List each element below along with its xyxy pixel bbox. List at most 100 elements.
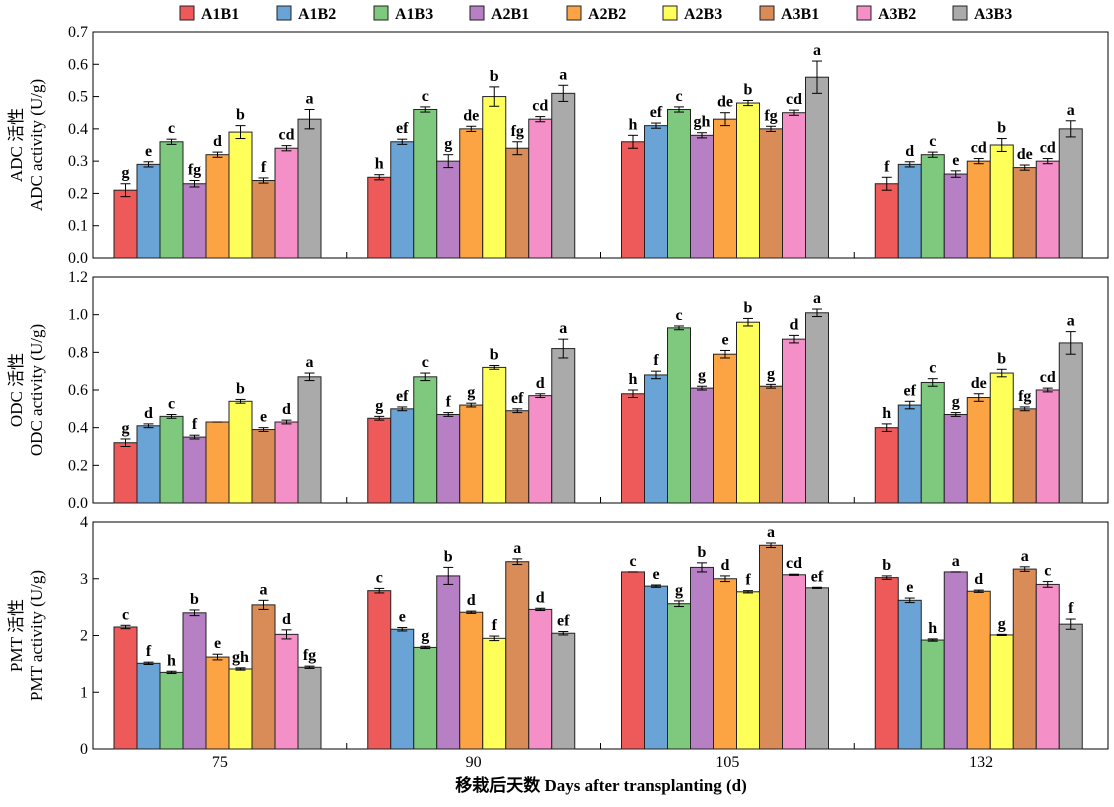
bar-a2b1: [182, 183, 207, 259]
legend-label-a3b1: A3B1: [781, 6, 819, 23]
bar-a3b2: [274, 633, 299, 750]
y-tick-label: 3: [80, 571, 88, 588]
legend-label-a3b2: A3B2: [878, 6, 916, 23]
significance-letter: h: [629, 116, 638, 133]
y-tick-label: 0.8: [68, 344, 88, 361]
significance-letter: a: [306, 354, 314, 371]
significance-letter: a: [260, 581, 268, 598]
significance-letter: fg: [303, 647, 316, 664]
legend-swatch-a3b1: [759, 5, 775, 21]
bar-a1b2: [390, 408, 415, 504]
bar-a3b1: [505, 561, 530, 750]
significance-letter: b: [744, 299, 753, 316]
bar-a2b3: [228, 131, 253, 259]
bar-a1b3: [667, 108, 691, 259]
significance-letter: c: [422, 88, 429, 105]
significance-letter: d: [536, 589, 545, 606]
bar-a3b2: [528, 395, 553, 504]
bar-a2b2: [713, 353, 737, 504]
bar-a1b1: [113, 626, 138, 750]
y-axis-label-cn: PMT 活性: [7, 599, 26, 672]
x-tick-label: 105: [715, 754, 739, 771]
bar-a2b2: [205, 656, 230, 750]
bar-a2b2: [205, 154, 230, 259]
bar-a1b3: [413, 376, 438, 504]
significance-letter: g: [444, 136, 452, 153]
significance-letter: b: [882, 557, 891, 574]
significance-letter: c: [629, 553, 636, 570]
significance-letter: a: [1067, 313, 1075, 330]
y-tick-label: 0.4: [68, 420, 88, 437]
significance-letter: cd: [279, 127, 295, 144]
y-tick-label: 0.6: [68, 56, 88, 73]
legend-label-a1b1: A1B1: [201, 6, 239, 23]
bar-a2b2: [966, 160, 991, 259]
significance-letter: ef: [557, 613, 570, 630]
bar-a3b3: [551, 348, 576, 504]
bar-a1b1: [621, 141, 645, 259]
bar-a2b3: [228, 400, 253, 504]
bar-a2b3: [736, 102, 760, 259]
bar-a1b2: [136, 425, 161, 504]
bar-a2b3: [736, 591, 760, 750]
significance-letter: g: [767, 365, 775, 382]
y-axis-label-en: PMT activity (U/g): [27, 570, 46, 701]
bar-a3b3: [551, 92, 576, 259]
significance-letter: g: [421, 627, 429, 644]
bar-a2b3: [989, 144, 1014, 259]
significance-letter: a: [306, 90, 314, 107]
significance-letter: e: [652, 566, 659, 583]
significance-letter: h: [928, 620, 937, 637]
bar-a3b2: [274, 147, 299, 259]
bar-a3b1: [759, 128, 783, 259]
significance-letter: gh: [232, 649, 249, 666]
bar-a1b2: [136, 662, 161, 750]
significance-letter: a: [559, 320, 567, 337]
legend: A1B1 A1B2 A1B3 A2B1 A2B2 A2B3 A3B1 A3B2 A3B3: [179, 5, 1012, 23]
significance-letter: e: [260, 409, 267, 426]
significance-letter: ef: [396, 388, 409, 405]
significance-letter: b: [490, 68, 499, 85]
bar-a1b1: [874, 577, 899, 750]
legend-swatch-a1b1: [179, 5, 195, 21]
bar-a2b1: [943, 173, 968, 259]
significance-letter: h: [882, 405, 891, 422]
bar-a1b2: [644, 585, 668, 750]
significance-letter: b: [490, 347, 499, 364]
y-tick-label: 0.2: [68, 457, 88, 474]
significance-letter: e: [145, 143, 152, 160]
legend-label-a2b1: A2B1: [491, 6, 529, 23]
legend-swatch-a2b3: [662, 5, 678, 21]
x-tick-label: 75: [212, 754, 228, 771]
significance-letter: a: [813, 290, 821, 307]
bar-a2b2: [966, 590, 991, 750]
y-axis-label-en: ODC activity (U/g): [27, 324, 46, 456]
significance-letter: f: [745, 572, 751, 589]
bar-a1b3: [920, 381, 945, 504]
bar-a1b3: [920, 639, 945, 750]
significance-letter: d: [974, 571, 983, 588]
bar-a2b2: [205, 421, 230, 504]
bar-a1b3: [413, 108, 438, 259]
bar-a3b1: [759, 544, 783, 750]
bar-a3b1: [759, 385, 783, 504]
bar-a1b1: [113, 442, 138, 504]
bar-a3b3: [1058, 128, 1083, 259]
y-tick-label: 0.2: [68, 185, 88, 202]
bar-a2b2: [713, 118, 737, 259]
significance-letter: h: [375, 156, 384, 173]
significance-letter: a: [1067, 102, 1075, 119]
significance-letter: g: [122, 165, 130, 182]
legend-swatch-a1b2: [276, 5, 292, 21]
bar-a2b2: [459, 128, 484, 259]
significance-letter: h: [167, 652, 176, 669]
bar-a2b1: [943, 571, 968, 750]
bar-a3b2: [782, 338, 806, 504]
significance-letter: c: [168, 395, 175, 412]
significance-letter: ef: [650, 104, 663, 121]
legend-label-a3b3: A3B3: [974, 6, 1012, 23]
x-tick-label: 90: [466, 754, 482, 771]
bar-a2b1: [182, 612, 207, 750]
bar-a2b1: [436, 413, 461, 504]
significance-letter: g: [122, 420, 130, 437]
